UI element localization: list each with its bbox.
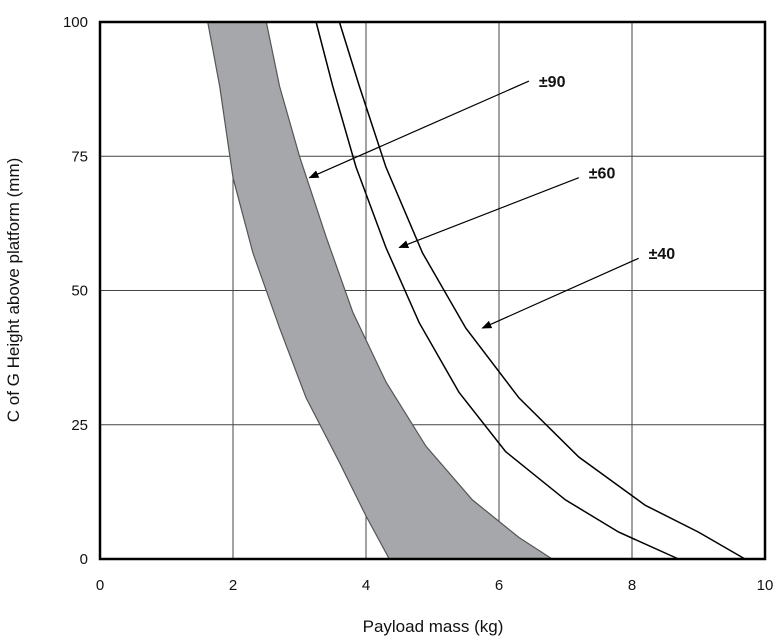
x-axis-title: Payload mass (kg) xyxy=(363,617,504,636)
annotation-label: ±90 xyxy=(539,74,566,91)
x-tick-label: 2 xyxy=(229,577,237,594)
plot-frame xyxy=(98,20,767,561)
annotation-arrow xyxy=(308,80,530,179)
band-area xyxy=(206,21,555,560)
x-tick-label: 4 xyxy=(362,577,370,594)
y-axis-title: C of G Height above platform (mm) xyxy=(4,158,23,423)
y-tick-label: 25 xyxy=(71,417,88,434)
x-tick-label: 10 xyxy=(757,577,774,594)
annotations: ±90 ±60 ±40 xyxy=(308,74,676,329)
grid xyxy=(100,22,765,559)
shaded-band xyxy=(206,21,555,560)
plot-border xyxy=(98,20,767,561)
annotation-arrow xyxy=(481,257,639,329)
annotation-label: ±60 xyxy=(589,165,616,182)
x-tick-label: 8 xyxy=(628,577,636,594)
x-tick-label: 6 xyxy=(495,577,503,594)
y-tick-label: 75 xyxy=(71,148,88,165)
annotation-arrow xyxy=(398,177,580,249)
series-line xyxy=(315,21,679,560)
y-tick-label: 0 xyxy=(80,551,88,568)
curves xyxy=(315,21,746,560)
x-tick-label: 0 xyxy=(96,577,104,594)
series-line xyxy=(338,21,746,560)
y-tick-label: 50 xyxy=(71,283,88,300)
annotation-label: ±40 xyxy=(649,246,676,263)
y-tick-label: 100 xyxy=(63,14,88,31)
